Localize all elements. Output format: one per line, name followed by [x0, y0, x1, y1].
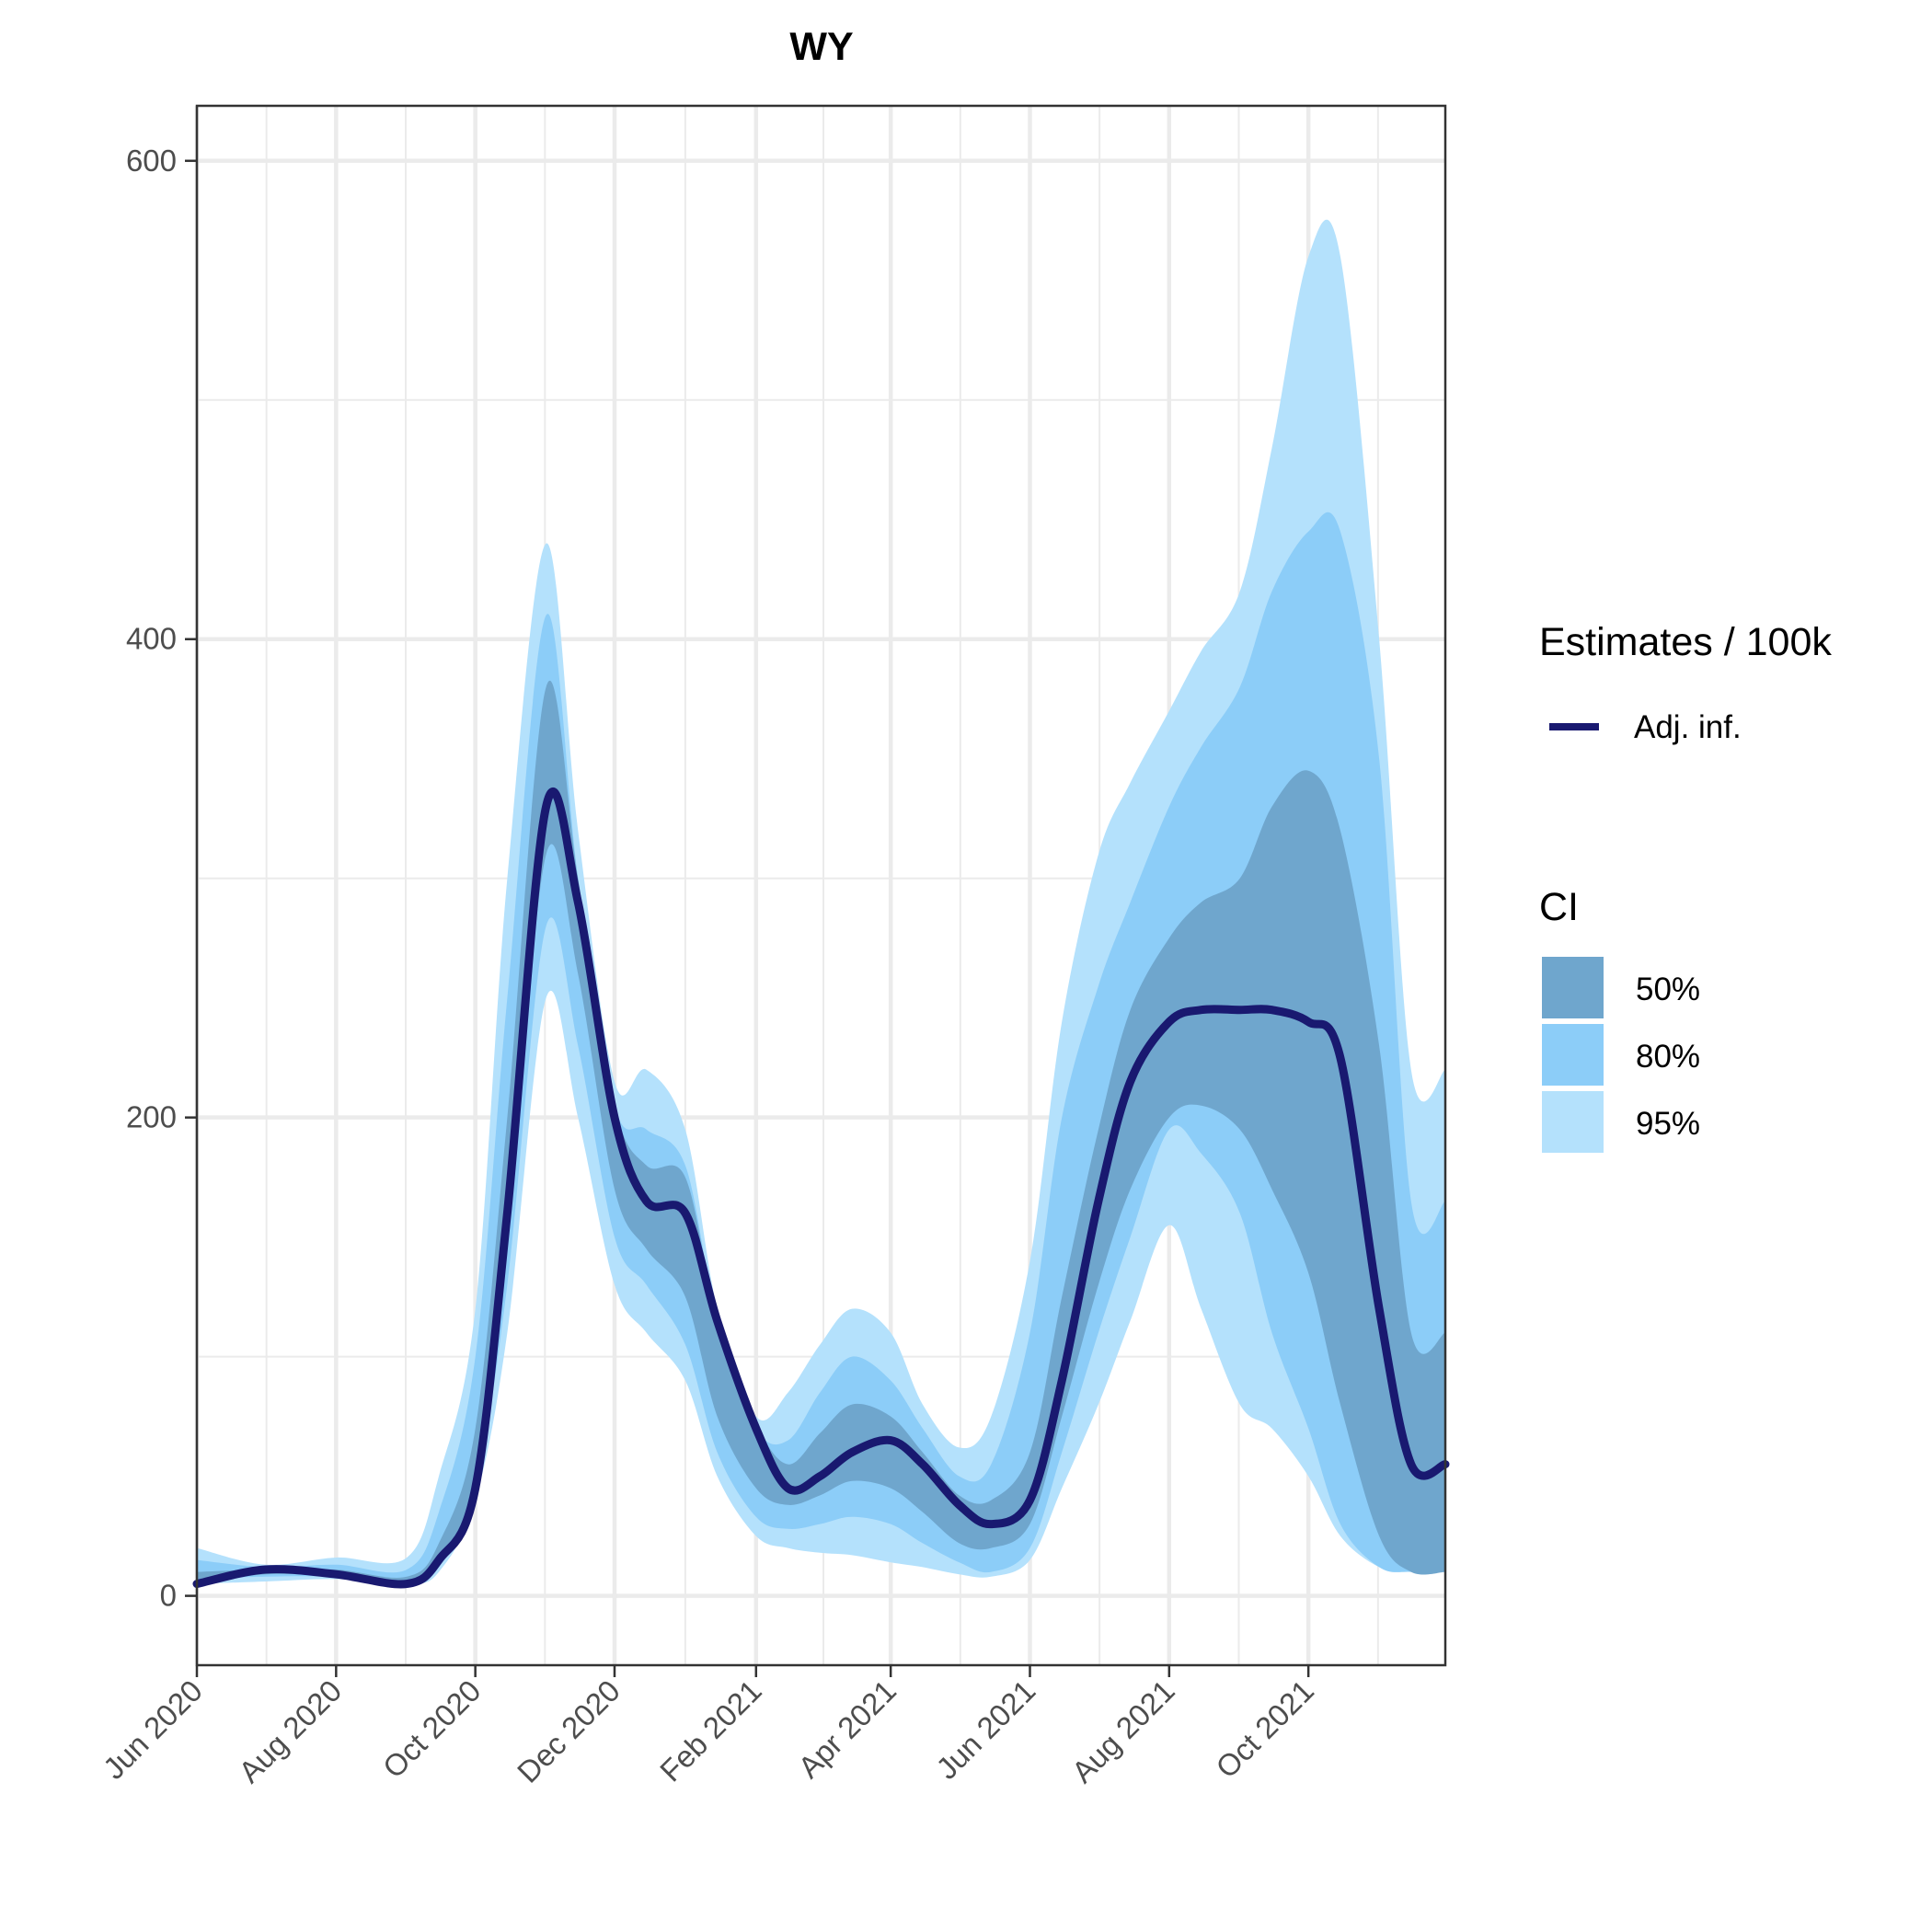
y-tick-label: 400 — [126, 622, 177, 656]
legend-line-label: Adj. inf. — [1634, 709, 1742, 745]
legend-key-95 — [1542, 1091, 1604, 1153]
legend-line-title: Estimates / 100k — [1539, 620, 1832, 664]
chart-title: WY — [789, 25, 853, 69]
y-tick-label: 600 — [126, 144, 177, 178]
ci-bands — [197, 219, 1445, 1584]
legend-label-80: 80% — [1636, 1039, 1700, 1075]
legend-label-95: 95% — [1636, 1106, 1700, 1142]
legend-label-50: 50% — [1636, 972, 1700, 1007]
plot-panel — [192, 104, 1450, 1667]
y-tick-label: 200 — [126, 1100, 177, 1134]
y-tick-label: 0 — [160, 1579, 177, 1613]
adj-inf-line — [192, 787, 1450, 1589]
panel-border — [195, 104, 1447, 1667]
legend-band-title: CI — [1539, 885, 1579, 929]
y-axis: 0 200 400 600 — [126, 144, 197, 1613]
legend-key-80 — [1542, 1024, 1604, 1086]
legend: Estimates / 100k Adj. inf. CI 50% 80% 95… — [1539, 620, 1832, 1153]
legend-key-50 — [1542, 957, 1604, 1018]
